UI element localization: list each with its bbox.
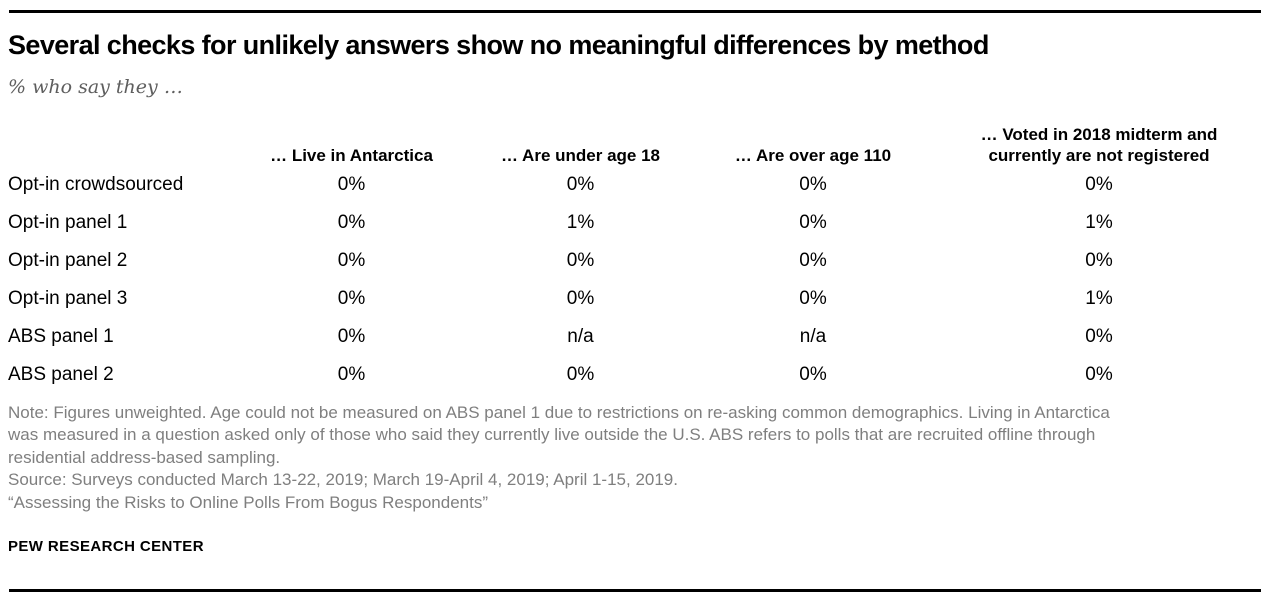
footnotes: Note: Figures unweighted. Age could not … — [8, 402, 1262, 514]
cell-value: 0% — [799, 288, 827, 310]
table-row: Opt-in crowdsourced 0% 0% 0% 0% — [8, 166, 1270, 204]
table-row: ABS panel 2 0% 0% 0% 0% — [8, 356, 1270, 394]
source-text: Source: Surveys conducted March 13-22, 2… — [8, 470, 678, 490]
chart-subtitle: % who say they … — [8, 76, 183, 99]
cell-value: n/a — [567, 326, 594, 348]
cell-value: 0% — [337, 364, 366, 386]
cell-value: 0% — [566, 364, 595, 386]
row-label: Opt-in panel 1 — [8, 212, 128, 234]
cell-value: 0% — [337, 212, 366, 234]
row-label: ABS panel 1 — [8, 326, 114, 348]
cell-value: 0% — [799, 250, 827, 272]
cell-value: 0% — [566, 250, 595, 272]
cell-value: 0% — [799, 212, 827, 234]
table-header-row: … Live in Antarctica … Are under age 18 … — [8, 118, 1270, 166]
table-row: Opt-in panel 1 0% 1% 0% 1% — [8, 204, 1270, 242]
cell-value: 0% — [1085, 250, 1113, 272]
row-label: Opt-in panel 3 — [8, 288, 128, 310]
cell-value: 1% — [566, 212, 595, 234]
cell-value: 0% — [337, 288, 366, 310]
cell-value: 0% — [799, 174, 827, 196]
cell-value: 0% — [1085, 174, 1113, 196]
cell-value: 0% — [337, 174, 366, 196]
bottom-divider — [9, 589, 1261, 592]
cell-value: 0% — [1085, 364, 1113, 386]
report-title-text: “Assessing the Risks to Online Polls Fro… — [8, 492, 488, 512]
row-label: ABS panel 2 — [8, 364, 114, 386]
top-divider — [9, 10, 1261, 13]
column-header-under-18: … Are under age 18 — [500, 145, 661, 165]
row-label: Opt-in crowdsourced — [8, 174, 184, 196]
cell-value: 1% — [1085, 212, 1113, 234]
page-title: Several checks for unlikely answers show… — [8, 30, 989, 60]
table-row: Opt-in panel 2 0% 0% 0% 0% — [8, 242, 1270, 280]
cell-value: 0% — [1085, 326, 1113, 348]
cell-value: 0% — [337, 326, 366, 348]
row-label: Opt-in panel 2 — [8, 250, 128, 272]
table-row: Opt-in panel 3 0% 0% 0% 1% — [8, 280, 1270, 318]
note-text: Note: Figures unweighted. Age could not … — [8, 403, 1110, 467]
cell-value: 1% — [1085, 288, 1113, 310]
cell-value: 0% — [799, 364, 827, 386]
column-header-antarctica: … Live in Antarctica — [270, 145, 433, 165]
cell-value: 0% — [566, 174, 595, 196]
column-header-over-110: … Are over age 110 — [734, 145, 892, 165]
cell-value: 0% — [566, 288, 595, 310]
column-header-voted-not-registered: … Voted in 2018 midterm and currently ar… — [980, 124, 1218, 165]
cell-value: 0% — [337, 250, 366, 272]
cell-value: n/a — [799, 326, 827, 348]
data-table: … Live in Antarctica … Are under age 18 … — [8, 118, 1270, 394]
pew-research-center-wordmark: PEW RESEARCH CENTER — [8, 538, 204, 556]
table-row: ABS panel 1 0% n/a n/a 0% — [8, 318, 1270, 356]
